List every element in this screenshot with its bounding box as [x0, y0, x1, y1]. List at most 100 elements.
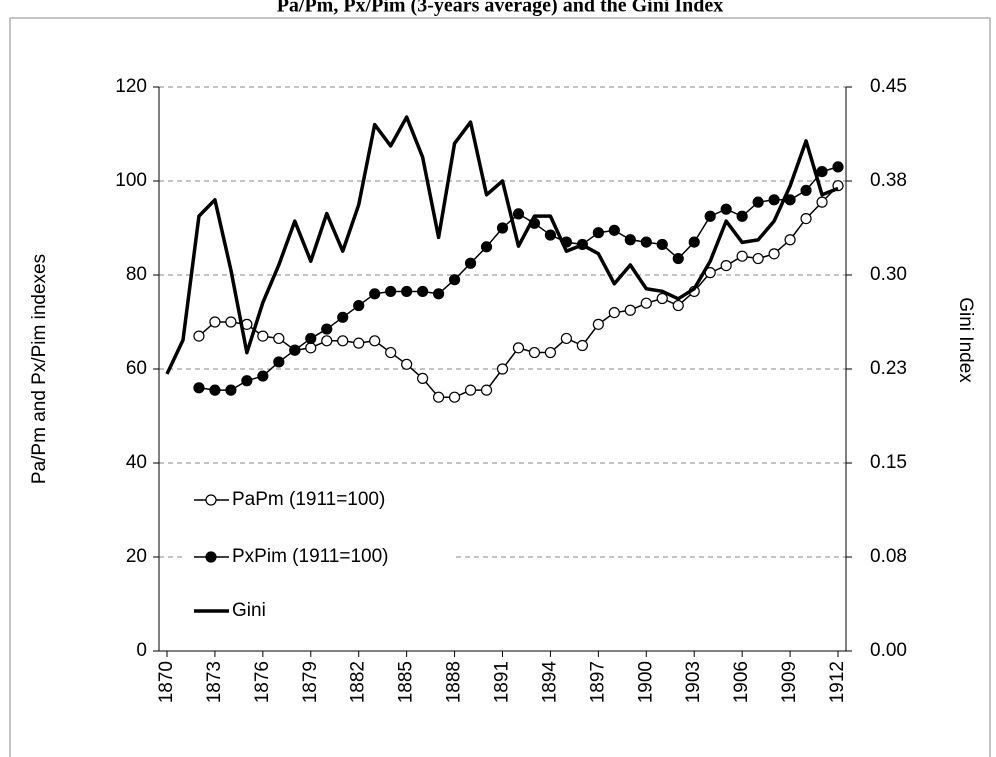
- series-marker: [289, 344, 301, 356]
- y2-axis-label: Gini Index: [955, 297, 976, 383]
- x-tick-label: 1906: [731, 661, 752, 703]
- y-tick-label: 100: [115, 170, 147, 191]
- series-marker: [241, 375, 253, 387]
- series-marker: [800, 213, 812, 225]
- series-marker: [576, 339, 588, 352]
- series-marker: [353, 299, 365, 312]
- legend-label: Gini: [232, 600, 266, 621]
- series-marker: [544, 229, 557, 241]
- y2-tick-label: 0.38: [870, 170, 907, 191]
- series-marker: [305, 342, 317, 354]
- series-marker: [528, 346, 541, 359]
- series-marker: [624, 234, 636, 246]
- y2-tick-label: 0.30: [870, 264, 907, 285]
- series-marker: [752, 196, 764, 208]
- series-marker: [784, 234, 796, 246]
- series-marker: [417, 372, 429, 384]
- legend-marker: [205, 494, 217, 506]
- series-marker: [608, 307, 620, 319]
- series-marker: [337, 311, 349, 323]
- series-marker: [225, 384, 237, 396]
- series-marker: [385, 285, 397, 298]
- series-marker: [512, 342, 525, 354]
- series-marker: [560, 332, 573, 345]
- series-marker: [752, 252, 764, 265]
- y2-tick-label: 0.15: [870, 452, 907, 473]
- series-marker: [672, 299, 684, 312]
- series-marker: [401, 285, 413, 298]
- x-tick-label: 1903: [683, 661, 704, 703]
- series-marker: [640, 236, 652, 248]
- x-tick-label: 1900: [635, 661, 656, 703]
- series-marker: [816, 166, 828, 178]
- series-marker: [688, 236, 700, 248]
- series-marker: [257, 330, 269, 342]
- series-marker: [832, 161, 844, 173]
- series-line: [198, 166, 839, 391]
- series-marker: [225, 316, 237, 328]
- series-marker: [768, 194, 780, 206]
- series-marker: [321, 335, 333, 347]
- series-marker: [464, 257, 477, 269]
- y-tick-label: 120: [115, 76, 147, 97]
- series-marker: [464, 384, 477, 396]
- y-axis-label: Pa/Pm and Px/Pim indexes: [29, 254, 50, 484]
- series-marker: [512, 208, 525, 220]
- series-marker: [401, 358, 413, 370]
- x-tick-label: 1897: [587, 661, 608, 703]
- series-marker: [448, 391, 461, 403]
- series-marker: [496, 363, 509, 375]
- series-marker: [480, 384, 493, 396]
- x-tick-label: 1912: [827, 661, 848, 703]
- series-marker: [273, 356, 285, 368]
- legend-background: [186, 543, 456, 571]
- series-marker: [305, 332, 317, 345]
- series-marker: [209, 384, 221, 396]
- x-tick-label: 1888: [444, 661, 465, 703]
- series-marker: [720, 260, 732, 272]
- series-marker: [496, 222, 509, 234]
- series-marker: [656, 238, 668, 251]
- x-tick-label: 1870: [156, 661, 177, 703]
- series-marker: [448, 274, 461, 286]
- x-tick-label: 1882: [348, 661, 369, 703]
- series-marker: [816, 196, 828, 208]
- series-marker: [273, 332, 285, 345]
- y2-tick-label: 0.23: [870, 358, 907, 379]
- x-tick-label: 1885: [396, 661, 417, 703]
- series-marker: [544, 346, 557, 359]
- series-marker: [432, 288, 445, 300]
- series-marker: [369, 288, 381, 300]
- y2-tick-label: 0.08: [870, 546, 907, 567]
- x-tick-label: 1876: [252, 661, 273, 703]
- series-marker: [736, 210, 748, 222]
- series-marker: [592, 227, 604, 239]
- legend-background: [186, 486, 456, 514]
- x-tick-label: 1891: [492, 661, 513, 703]
- series-marker: [720, 203, 732, 215]
- y-tick-label: 20: [126, 546, 147, 567]
- x-tick-label: 1909: [779, 661, 800, 703]
- series-marker: [385, 346, 397, 359]
- series-marker: [353, 337, 365, 349]
- x-tick-label: 1873: [204, 661, 225, 703]
- series-marker: [608, 224, 620, 236]
- chart-title: Pa/Pm, Px/Pim (3-years average) and the …: [277, 0, 724, 17]
- series-marker: [417, 285, 429, 298]
- y2-tick-label: 0.00: [870, 640, 907, 661]
- series-marker: [768, 248, 780, 260]
- y-tick-label: 60: [126, 358, 147, 379]
- series-marker: [209, 316, 221, 328]
- series-marker: [640, 297, 652, 309]
- legend-label: PaPm (1911=100): [232, 489, 385, 510]
- legend-marker: [205, 551, 217, 563]
- series-marker: [432, 391, 445, 403]
- series-marker: [624, 304, 636, 316]
- y-tick-label: 80: [126, 264, 147, 285]
- series-marker: [193, 330, 205, 342]
- series-marker: [656, 292, 668, 305]
- y2-tick-label: 0.45: [870, 76, 907, 97]
- y-tick-label: 40: [126, 452, 147, 473]
- series-marker: [480, 241, 493, 253]
